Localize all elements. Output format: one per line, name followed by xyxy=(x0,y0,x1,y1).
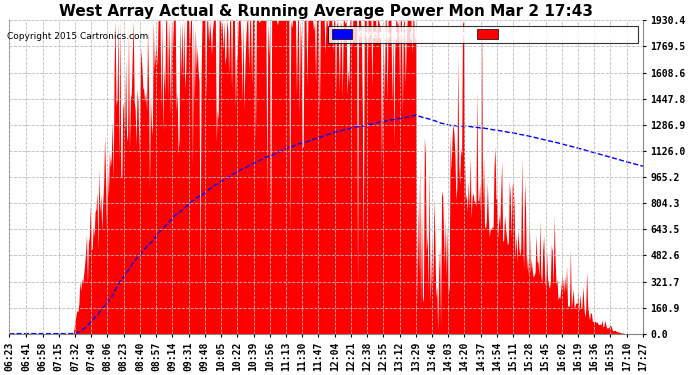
Text: Copyright 2015 Cartronics.com: Copyright 2015 Cartronics.com xyxy=(7,32,148,41)
Title: West Array Actual & Running Average Power Mon Mar 2 17:43: West Array Actual & Running Average Powe… xyxy=(59,4,593,19)
Legend: Average (DC Watts), West Array (DC Watts): Average (DC Watts), West Array (DC Watts… xyxy=(328,26,638,43)
